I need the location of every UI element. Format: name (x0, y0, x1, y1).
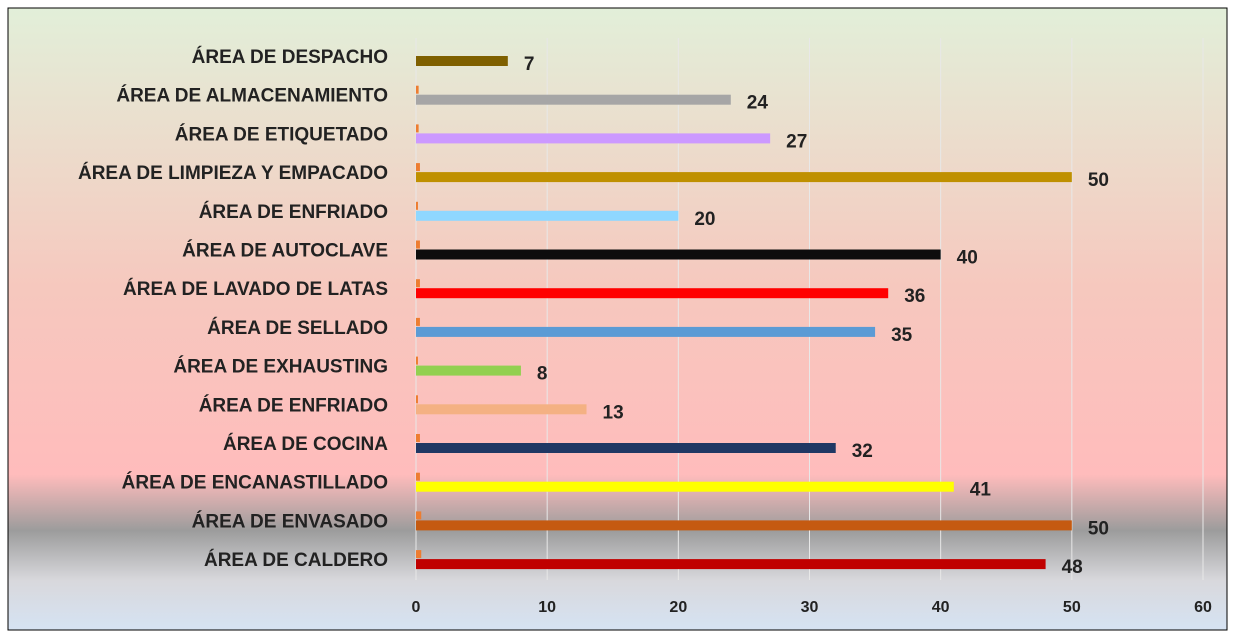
y-tick-label: ÁREA DE AUTOCLAVE (182, 240, 388, 262)
x-tick-label: 20 (669, 599, 687, 616)
value-label: 24 (747, 93, 769, 114)
value-label: 35 (891, 325, 913, 346)
value-label: 50 (1088, 518, 1109, 539)
bar (416, 481, 954, 492)
value-label: 40 (957, 248, 978, 269)
bar (416, 365, 521, 376)
bar (416, 288, 889, 299)
bar (416, 511, 422, 520)
y-tick-label: ÁREA DE ENVASADO (192, 510, 388, 532)
bar (416, 404, 587, 415)
bar (416, 395, 418, 404)
x-tick-label: 50 (1063, 599, 1081, 616)
y-tick-label: ÁREA DE ETIQUETADO (175, 123, 388, 145)
value-label: 7 (524, 54, 535, 75)
bar (416, 434, 420, 442)
y-tick-label: ÁREA DE ALMACENAMIENTO (116, 85, 388, 107)
x-tick-label: 40 (932, 599, 950, 616)
bar (416, 443, 836, 453)
bar (416, 201, 418, 210)
value-label: 13 (603, 402, 624, 423)
bar (416, 133, 771, 144)
value-label: 48 (1062, 557, 1083, 578)
bar (416, 85, 419, 94)
bar (416, 56, 508, 66)
y-tick-label: ÁREA DE ENCANASTILLADO (122, 472, 388, 494)
bar (416, 163, 420, 172)
y-tick-label: ÁREA DE DESPACHO (192, 46, 388, 68)
bar (416, 210, 679, 221)
value-label: 50 (1088, 170, 1109, 191)
x-tick-label: 0 (412, 599, 421, 616)
value-label: 8 (537, 364, 548, 385)
y-tick-label: ÁREA DE CALDERO (204, 549, 388, 571)
y-tick-label: ÁREA DE EXHAUSTING (173, 356, 388, 378)
bar (416, 240, 420, 249)
bar (416, 356, 418, 365)
x-tick-label: 60 (1194, 599, 1212, 616)
bar (416, 249, 941, 260)
y-tick-label: ÁREA DE SELLADO (207, 317, 388, 339)
bar (416, 550, 422, 559)
bar (416, 559, 1046, 570)
bar (416, 472, 420, 481)
bar (416, 172, 1072, 183)
bar (416, 124, 419, 133)
value-label: 20 (694, 209, 715, 230)
y-tick-label: ÁREA DE ENFRIADO (199, 201, 388, 223)
value-label: 36 (904, 286, 925, 307)
y-tick-label: ÁREA DE ENFRIADO (199, 394, 388, 416)
bar (416, 520, 1072, 531)
bar (416, 317, 420, 326)
bar (416, 279, 420, 288)
x-tick-label: 10 (538, 599, 556, 616)
x-tick-label: 30 (801, 599, 819, 616)
bar (416, 94, 731, 105)
bar (416, 326, 876, 337)
y-tick-label: ÁREA DE LIMPIEZA Y EMPACADO (78, 162, 388, 184)
value-label: 32 (852, 441, 873, 462)
value-label: 41 (970, 480, 992, 501)
value-label: 27 (786, 131, 807, 152)
y-tick-label: ÁREA DE LAVADO DE LATAS (123, 278, 388, 300)
y-tick-label: ÁREA DE COCINA (223, 433, 388, 455)
